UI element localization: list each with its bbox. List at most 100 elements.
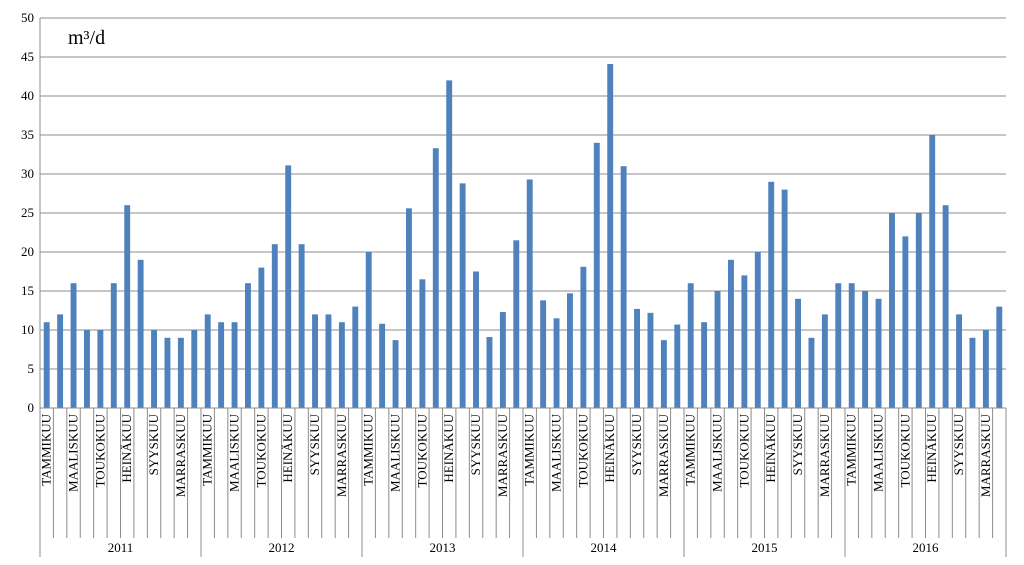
bar xyxy=(781,189,788,408)
bar xyxy=(982,330,989,408)
bar xyxy=(607,64,614,409)
bar xyxy=(43,322,50,408)
bar xyxy=(580,266,587,408)
group-label: 2011 xyxy=(108,540,134,555)
y-axis-label: m³/d xyxy=(68,27,105,49)
x-tick-label: MAALISKUU xyxy=(710,413,725,492)
x-tick-label: TAMMIKUU xyxy=(39,413,54,486)
bar xyxy=(57,314,64,408)
bar xyxy=(392,340,399,408)
bar xyxy=(674,324,681,408)
x-tick-label: TOUKOKUU xyxy=(253,413,268,487)
bar xyxy=(620,166,627,408)
bar xyxy=(956,314,962,408)
x-tick-label: TOUKOKUU xyxy=(897,413,912,487)
bar xyxy=(110,283,117,408)
y-tick-label: 25 xyxy=(21,205,34,220)
x-tick-label: MARRASKUU xyxy=(817,413,832,497)
x-tick-label: HEINÄKUU xyxy=(602,413,617,482)
x-tick-label: TOUKOKUU xyxy=(575,413,590,487)
bar xyxy=(687,283,694,408)
bar xyxy=(164,337,171,408)
y-tick-label: 20 xyxy=(21,244,34,259)
x-tick-label: HEINÄKUU xyxy=(280,413,295,482)
bar xyxy=(137,259,144,408)
bar xyxy=(567,293,573,408)
y-tick-label: 10 xyxy=(21,322,34,337)
bar xyxy=(338,322,345,408)
x-tick-label: TOUKOKUU xyxy=(414,413,429,487)
bar xyxy=(875,298,882,408)
bar xyxy=(526,179,533,408)
x-tick-label: TOUKOKUU xyxy=(736,413,751,487)
bar xyxy=(889,213,895,408)
bar xyxy=(191,330,198,408)
x-tick-label: MARRASKUU xyxy=(656,413,671,497)
x-tick-label: HEINÄKUU xyxy=(119,413,134,482)
bar xyxy=(298,244,305,408)
bar xyxy=(271,244,278,408)
bar xyxy=(915,213,922,408)
bar xyxy=(258,267,265,408)
x-tick-label: MAALISKUU xyxy=(388,413,403,492)
x-tick-label: SYYSKUU xyxy=(468,413,483,475)
bar xyxy=(406,208,412,408)
bar xyxy=(459,183,466,408)
bar xyxy=(808,337,815,408)
x-tick-label: TAMMIKUU xyxy=(844,413,859,486)
y-tick-label: 40 xyxy=(21,88,34,103)
bar xyxy=(124,205,131,408)
x-tick-label: SYYSKUU xyxy=(790,413,805,475)
bar xyxy=(352,306,359,408)
group-label: 2013 xyxy=(430,540,456,555)
bar xyxy=(84,330,90,408)
bar xyxy=(70,283,77,408)
bar xyxy=(593,142,600,409)
bar xyxy=(768,181,775,408)
bar xyxy=(312,314,318,408)
bar xyxy=(942,205,949,408)
x-tick-label: SYYSKUU xyxy=(629,413,644,475)
y-tick-label: 30 xyxy=(21,166,34,181)
group-label: 2015 xyxy=(752,540,778,555)
bar xyxy=(231,322,238,408)
bar xyxy=(97,330,104,408)
group-label: 2016 xyxy=(913,540,940,555)
x-tick-label: HEINÄKUU xyxy=(763,413,778,482)
x-tick-label: MAALISKUU xyxy=(66,413,81,492)
bar xyxy=(848,283,855,408)
x-tick-label: HEINÄKUU xyxy=(924,413,939,482)
y-tick-label: 45 xyxy=(21,49,34,64)
x-tick-label: MAALISKUU xyxy=(549,413,564,492)
y-tick-label: 0 xyxy=(28,400,35,415)
y-tick-label: 5 xyxy=(28,361,35,376)
bar xyxy=(540,300,547,408)
bar xyxy=(835,283,842,408)
bar xyxy=(204,314,211,408)
bar xyxy=(285,165,292,408)
bar xyxy=(446,80,453,409)
x-tick-label: MARRASKUU xyxy=(978,413,993,497)
bar xyxy=(379,323,386,408)
bar xyxy=(821,314,828,408)
x-tick-label: HEINÄKUU xyxy=(441,413,456,482)
x-tick-label: MARRASKUU xyxy=(173,413,188,497)
bar xyxy=(473,271,479,408)
bar xyxy=(647,312,654,408)
bar xyxy=(795,298,801,408)
bar xyxy=(634,308,640,408)
bar xyxy=(862,291,869,408)
x-tick-label: SYYSKUU xyxy=(146,413,161,475)
bar xyxy=(499,312,506,408)
bar xyxy=(432,148,439,408)
bar xyxy=(754,252,761,408)
bar xyxy=(325,314,332,408)
bar xyxy=(701,322,708,408)
group-label: 2014 xyxy=(591,540,618,555)
y-tick-label: 50 xyxy=(21,10,34,25)
x-tick-label: TAMMIKUU xyxy=(361,413,376,486)
bar xyxy=(419,279,426,408)
x-tick-label: MARRASKUU xyxy=(334,413,349,497)
bar xyxy=(660,340,667,408)
